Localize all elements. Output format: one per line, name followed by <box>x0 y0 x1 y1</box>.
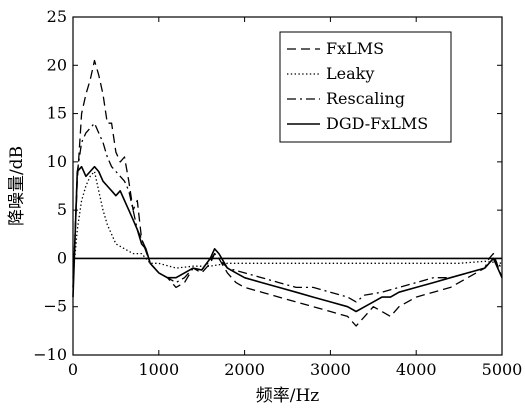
y-tick-label: 20 <box>47 55 67 74</box>
series-line-fxlms <box>72 59 503 327</box>
legend-label: Leaky <box>326 64 374 83</box>
legend-label: DGD-FxLMS <box>326 114 428 133</box>
x-tick-label: 4000 <box>396 360 437 379</box>
legend-label: FxLMS <box>326 39 384 58</box>
y-tick-label: 25 <box>47 7 67 26</box>
ticks-layer: 0 1000 2000 3000 4000 5000 −10 −5 0 5 10 15 20 25 <box>33 7 522 379</box>
series-line-rescaling <box>72 122 503 303</box>
y-tick-label: 10 <box>47 152 67 171</box>
series-line-leaky <box>72 170 503 278</box>
series-layer <box>72 59 503 327</box>
x-tick-label: 0 <box>68 360 78 379</box>
y-tick-label: −10 <box>33 345 67 364</box>
y-tick-label: −5 <box>43 297 67 316</box>
y-tick-label: 15 <box>47 104 67 123</box>
series-line-dgd-fxlms <box>72 165 503 313</box>
legend-label: Rescaling <box>326 89 405 108</box>
x-tick-label: 3000 <box>310 360 351 379</box>
y-tick-label: 0 <box>57 248 67 267</box>
y-tick-label: 5 <box>57 200 67 219</box>
x-tick-label: 5000 <box>482 360 523 379</box>
x-tick-label: 1000 <box>138 360 179 379</box>
x-axis-label: 频率/Hz <box>256 386 320 406</box>
legend: FxLMS Leaky Rescaling DGD-FxLMS <box>279 31 452 143</box>
plot-frame <box>72 16 503 356</box>
x-tick-label: 2000 <box>224 360 265 379</box>
y-axis-label: 降噪量/dB <box>7 146 27 226</box>
axes-layer <box>72 16 503 356</box>
